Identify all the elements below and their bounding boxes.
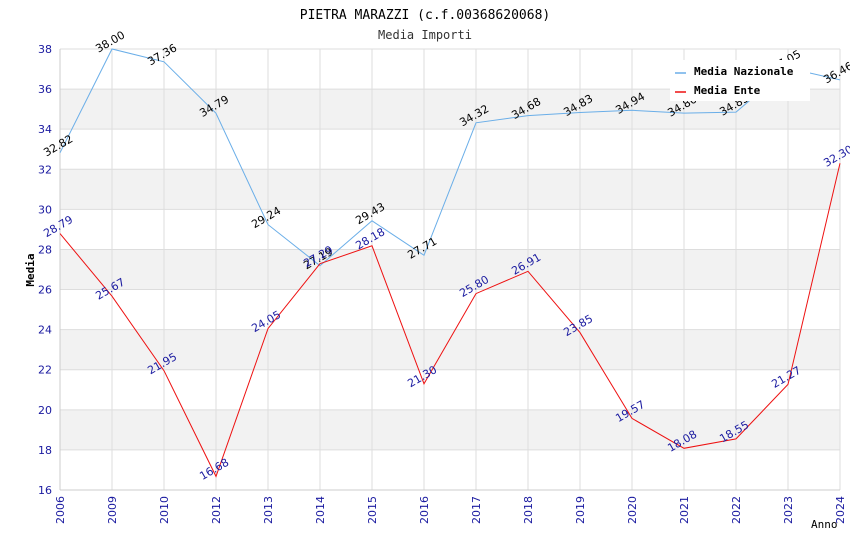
plot-band xyxy=(60,449,840,490)
plot-band xyxy=(60,209,840,250)
x-tick-label: 2017 xyxy=(470,496,483,524)
series-lines xyxy=(59,48,841,478)
x-tick-label: 2016 xyxy=(418,496,431,524)
plot-band xyxy=(60,129,840,170)
x-tick-label: 2019 xyxy=(574,496,587,524)
x-tick-label: 2021 xyxy=(678,496,691,524)
x-tick-label: 2012 xyxy=(210,496,223,524)
y-tick-label: 24 xyxy=(38,324,52,337)
y-tick-label: 18 xyxy=(38,444,52,457)
y-axis-title: Media xyxy=(24,253,37,286)
y-tick-labels: 16 18 20 22 24 26 28 30 32 34 36 38 xyxy=(38,43,52,497)
x-tick-label: 2023 xyxy=(782,496,795,524)
x-tick-label: 2009 xyxy=(106,496,119,524)
legend-label-media-nazionale: Media Nazionale xyxy=(694,65,794,78)
chart-title: PIETRA MARAZZI (c.f.00368620068) xyxy=(300,8,550,23)
x-tick-label: 2020 xyxy=(626,496,639,524)
y-tick-label: 38 xyxy=(38,43,52,56)
plot-band xyxy=(60,289,840,330)
x-tick-label: 2018 xyxy=(522,496,535,524)
y-tick-label: 32 xyxy=(38,163,52,176)
plot-band xyxy=(60,249,840,290)
plot-background-bands xyxy=(60,49,840,490)
y-tick-label: 30 xyxy=(38,203,52,216)
x-tick-labels: 2006 2009 2010 2012 2013 2014 2015 2016 2017 2018… xyxy=(54,496,847,524)
y-tick-label: 16 xyxy=(38,484,52,497)
legend-label-media-ente: Media Ente xyxy=(694,84,761,97)
chart-subtitle: Media Importi xyxy=(378,28,472,42)
y-tick-label: 34 xyxy=(38,123,52,136)
x-tick-label: 2022 xyxy=(730,496,743,524)
x-tick-label: 2024 xyxy=(834,496,847,524)
legend-box xyxy=(670,60,810,101)
y-tick-label: 20 xyxy=(38,404,52,417)
x-axis-title: Anno xyxy=(811,518,838,531)
x-tick-label: 2014 xyxy=(314,496,327,524)
plot-band xyxy=(60,329,840,370)
x-tick-label: 2013 xyxy=(262,496,275,524)
x-tick-label: 2010 xyxy=(158,496,171,524)
x-tick-label: 2015 xyxy=(366,496,379,524)
series-line-media-ente xyxy=(59,163,841,478)
y-tick-label: 36 xyxy=(38,83,52,96)
series-line-media-nazionale xyxy=(59,48,841,267)
legend: Media Nazionale Media Ente xyxy=(670,60,810,101)
axes xyxy=(59,49,840,491)
plot-band xyxy=(60,369,840,410)
y-tick-label: 22 xyxy=(38,364,52,377)
y-tick-label: 28 xyxy=(38,243,52,256)
x-tick-label: 2006 xyxy=(54,496,67,524)
y-tick-label: 26 xyxy=(38,284,52,297)
